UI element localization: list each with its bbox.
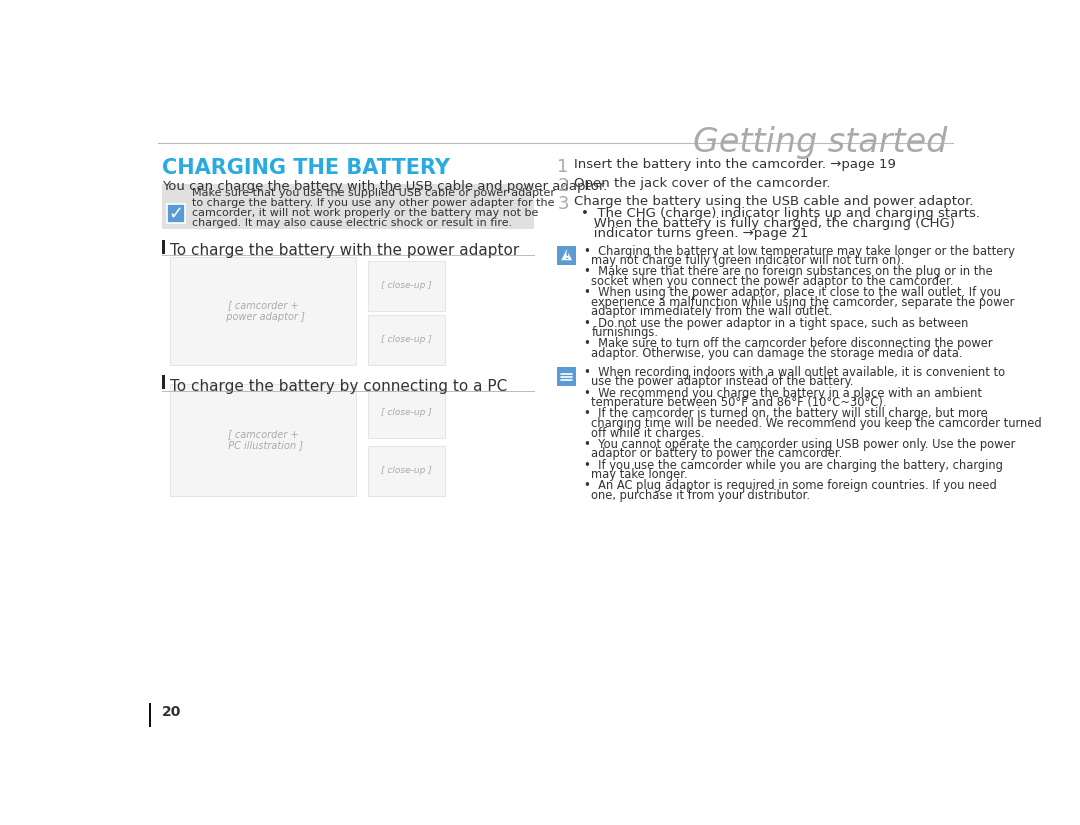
Text: CHARGING THE BATTERY: CHARGING THE BATTERY [162,158,450,178]
Text: charged. It may also cause electric shock or result in fire.: charged. It may also cause electric shoc… [191,219,512,229]
Text: •  Make sure that there are no foreign substances on the plug or in the: • Make sure that there are no foreign su… [583,266,993,278]
Text: [ camcorder +
  PC illustration ]: [ camcorder + PC illustration ] [222,429,303,450]
Bar [166,205,186,223]
Text: 1: 1 [557,158,569,177]
Text: •  When using the power adaptor, place it close to the wall outlet. If you: • When using the power adaptor, place it… [583,286,1000,299]
Text: You can charge the battery with the USB cable and power adaptor.: You can charge the battery with the USB … [162,180,607,193]
Text: socket when you connect the power adaptor to the camcorder.: socket when you connect the power adapto… [592,275,954,288]
Text: [ close-up ]: [ close-up ] [381,335,432,344]
Text: 20: 20 [162,705,181,719]
Text: Getting started: Getting started [693,126,947,159]
Bar [149,704,151,727]
Text: camcorder, it will not work properly or the battery may not be: camcorder, it will not work properly or … [191,209,538,219]
Text: •  Charging the battery at low temperature may take longer or the battery: • Charging the battery at low temperatur… [583,244,1014,257]
Text: To charge the battery by connecting to a PC: To charge the battery by connecting to a… [170,379,508,394]
Text: to charge the battery. If you use any other power adapter for the: to charge the battery. If you use any ot… [191,198,554,209]
Text: experience a malfunction while using the camcorder, separate the power: experience a malfunction while using the… [592,295,1015,309]
Text: ✓: ✓ [168,205,184,223]
Text: furnishings.: furnishings. [592,326,659,339]
Bar [162,240,165,254]
Bar [170,257,356,365]
Bar [162,375,165,389]
Text: •  When recording indoors with a wall outlet available, it is convenient to: • When recording indoors with a wall out… [583,365,1004,379]
Bar [557,246,576,265]
Text: To charge the battery with the power adaptor: To charge the battery with the power ada… [170,243,519,258]
Text: may take longer.: may take longer. [592,469,688,481]
Text: !: ! [564,251,569,261]
Text: off while it charges.: off while it charges. [592,427,705,440]
Bar [367,388,445,438]
Text: •  Make sure to turn off the camcorder before disconnecting the power: • Make sure to turn off the camcorder be… [583,337,993,351]
Text: [ close-up ]: [ close-up ] [381,408,432,417]
Text: •  The CHG (charge) indicator lights up and charging starts.: • The CHG (charge) indicator lights up a… [581,207,980,219]
Text: •  We recommend you charge the battery in a place with an ambient: • We recommend you charge the battery in… [583,387,982,399]
Text: one, purchase it from your distributor.: one, purchase it from your distributor. [592,489,810,502]
Text: When the battery is fully charged, the charging (CHG): When the battery is fully charged, the c… [581,217,955,230]
Text: •  An AC plug adaptor is required in some foreign countries. If you need: • An AC plug adaptor is required in some… [583,479,997,493]
Text: 2: 2 [557,177,569,195]
Text: [ camcorder +
  power adaptor ]: [ camcorder + power adaptor ] [220,300,306,322]
Bar [557,367,576,386]
Text: adaptor immediately from the wall outlet.: adaptor immediately from the wall outlet… [592,305,833,318]
Text: adaptor. Otherwise, you can damage the storage media or data.: adaptor. Otherwise, you can damage the s… [592,347,963,360]
Text: Open the jack cover of the camcorder.: Open the jack cover of the camcorder. [575,177,831,190]
Text: [ close-up ]: [ close-up ] [381,466,432,475]
Bar [367,314,445,365]
Text: use the power adaptor instead of the battery.: use the power adaptor instead of the bat… [592,375,854,389]
Text: •  If you use the camcorder while you are charging the battery, charging: • If you use the camcorder while you are… [583,459,1002,472]
Polygon shape [561,248,572,261]
Text: charging time will be needed. We recommend you keep the camcorder turned: charging time will be needed. We recomme… [592,417,1042,430]
Text: [ close-up ]: [ close-up ] [381,281,432,290]
Bar [367,261,445,311]
Text: temperature between 50°F and 86°F (10°C~30°C).: temperature between 50°F and 86°F (10°C~… [592,396,887,409]
Text: may not charge fully (green indicator will not turn on).: may not charge fully (green indicator wi… [592,254,905,267]
Text: Insert the battery into the camcorder. →page 19: Insert the battery into the camcorder. →… [575,158,896,172]
Text: Make sure that you use the supplied USB cable or power adapter: Make sure that you use the supplied USB … [191,188,554,198]
Text: adaptor or battery to power the camcorder.: adaptor or battery to power the camcorde… [592,447,842,460]
Text: •  If the camcorder is turned on, the battery will still charge, but more: • If the camcorder is turned on, the bat… [583,408,987,421]
Text: indicator turns green. →page 21: indicator turns green. →page 21 [581,227,808,240]
Text: 3: 3 [557,196,569,213]
Text: Charge the battery using the USB cable and power adaptor.: Charge the battery using the USB cable a… [575,196,974,208]
Bar [162,185,535,229]
Bar [367,446,445,496]
Text: •  Do not use the power adaptor in a tight space, such as between: • Do not use the power adaptor in a tigh… [583,317,968,329]
Bar [170,384,356,496]
Text: •  You cannot operate the camcorder using USB power only. Use the power: • You cannot operate the camcorder using… [583,438,1015,450]
